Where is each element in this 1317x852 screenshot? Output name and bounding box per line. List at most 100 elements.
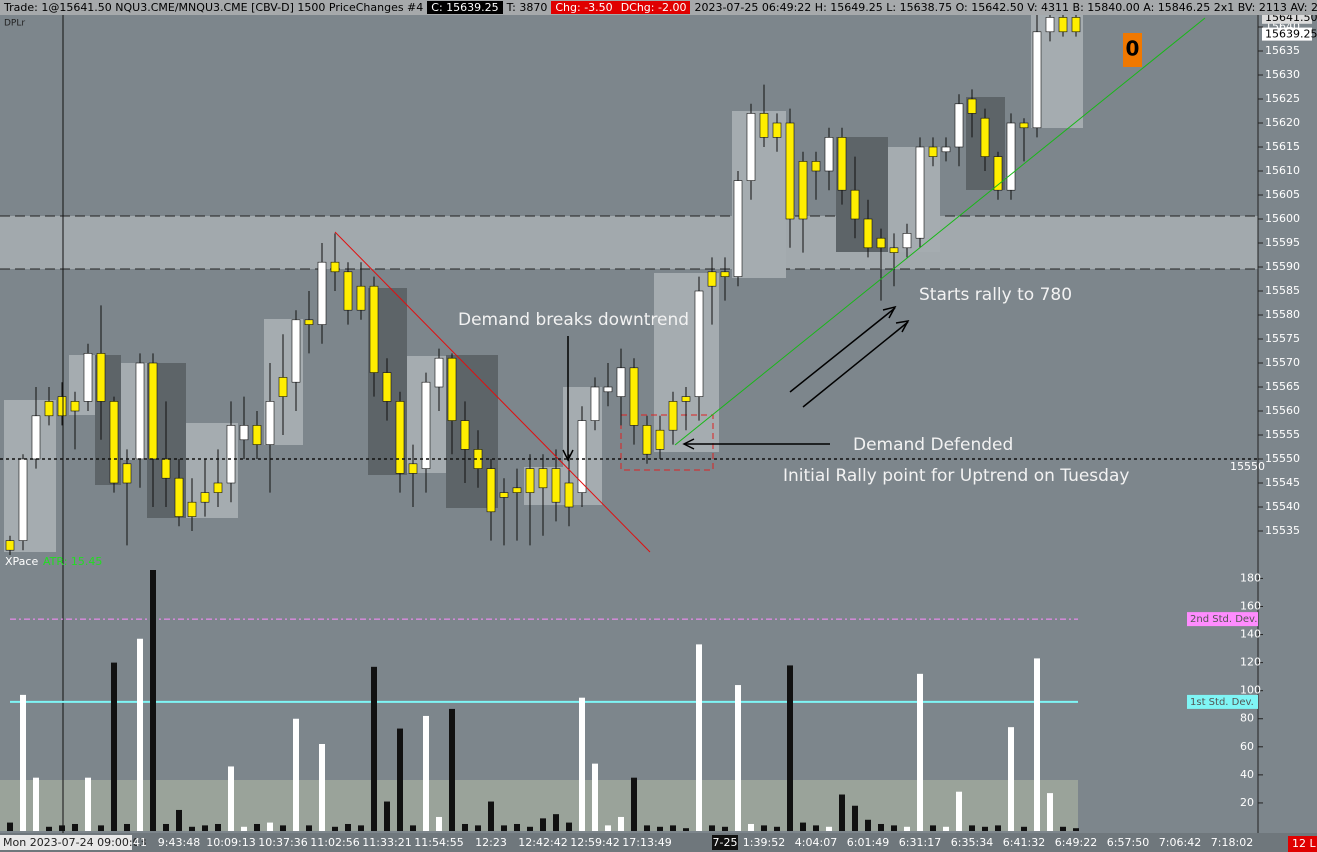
volume-bar: [930, 825, 936, 831]
candle-body: [31, 415, 41, 460]
study-label: DPLr: [4, 19, 25, 29]
y-tick-label: 15625: [1265, 92, 1300, 105]
volume-bar: [267, 822, 273, 831]
candle-body: [304, 319, 314, 325]
arrows: [562, 305, 910, 462]
y-tick-label: 15565: [1265, 380, 1300, 393]
x-tick-label: 6:35:34: [951, 836, 993, 849]
demand-box: [620, 414, 714, 471]
candle-body: [850, 189, 860, 220]
candle-body: [837, 137, 847, 191]
y-tick-label: 60: [1240, 740, 1254, 753]
volume-bar: [293, 718, 299, 831]
y-tick-label: 80: [1240, 712, 1254, 725]
candle-body: [928, 146, 938, 157]
candle-body: [915, 146, 925, 239]
volume-bar: [891, 825, 897, 831]
candle-body: [1058, 17, 1068, 33]
x-tick-label: 11:54:55: [414, 836, 463, 849]
std-dev-label: 2nd Std. Dev.: [1190, 614, 1257, 625]
volume-bar: [618, 816, 624, 831]
annotation: Initial Rally point for Uptrend on Tuesd…: [783, 466, 1129, 486]
candle-body: [18, 458, 28, 541]
y-tick-label: 15580: [1265, 308, 1300, 321]
x-tick-label: 6:31:17: [899, 836, 941, 849]
volume-bar: [982, 826, 988, 831]
candle-body: [291, 319, 301, 383]
candle-body: [941, 146, 951, 153]
y-tick-label: 160: [1240, 599, 1261, 612]
x-tick-label: 12:59:42: [570, 836, 619, 849]
candle-body: [57, 396, 67, 417]
candle-body: [499, 492, 509, 498]
candle-body: [954, 103, 964, 148]
volume-bar: [800, 822, 806, 831]
candle-body: [902, 233, 912, 249]
y-tick-label: 15590: [1265, 260, 1300, 273]
x-tick-label: Mon 2023-07-24 09:00:03: [3, 836, 147, 849]
volume-bar: [33, 777, 39, 831]
volume-bar: [787, 665, 793, 831]
header-field: Trade: 1@15641.50 NQU3.CME/MNQU3.CME [CB…: [4, 1, 424, 14]
candle-body: [642, 425, 652, 455]
candle-body: [369, 285, 379, 373]
volume-bar: [683, 828, 689, 831]
candle-body: [356, 285, 366, 311]
y-tick-label: 40: [1240, 768, 1254, 781]
volume-bar: [865, 819, 871, 831]
y-tick-label: 100: [1240, 684, 1261, 697]
volume-bar: [137, 638, 143, 831]
volume-bar: [1021, 826, 1027, 831]
corner-box: [1288, 836, 1317, 852]
candle-body: [200, 492, 210, 503]
x-tick-label: 6:49:22: [1055, 836, 1097, 849]
candle-body: [213, 482, 223, 493]
y-tick-label: 180: [1240, 571, 1261, 584]
y-tick-label: 140: [1240, 628, 1261, 641]
volume-bar: [332, 826, 338, 831]
volume-bar: [904, 826, 910, 831]
volume-bar: [774, 826, 780, 831]
zone-band: [0, 216, 1258, 269]
volume-bar: [462, 823, 468, 831]
volume-bar: [878, 823, 884, 831]
candle-body: [824, 137, 834, 172]
header-field: 2023-07-25 06:49:22 H: 15649.25 L: 15638…: [694, 1, 1317, 14]
candle-body: [5, 540, 15, 551]
candle-body: [187, 501, 197, 517]
volume-bar: [150, 570, 156, 831]
downtrend-line: [334, 231, 651, 553]
candle-body: [1045, 17, 1055, 33]
candle-body: [252, 425, 262, 445]
candle-body: [564, 482, 574, 508]
volume-bar: [527, 826, 533, 831]
volume-bar: [943, 826, 949, 831]
candle-body: [83, 353, 93, 402]
x-tick-label: 1:39:52: [743, 836, 785, 849]
volume-bar: [657, 826, 663, 831]
counter: 0: [1126, 37, 1140, 61]
date-break-box: [712, 835, 738, 850]
candle-body: [720, 271, 730, 277]
volume-bar: [488, 801, 494, 831]
volume-bar: [579, 697, 585, 831]
generated: 1553515540155451555015555155601556515570…: [0, 11, 1317, 852]
candle-body: [421, 381, 431, 469]
y-tick-label: 15575: [1265, 332, 1300, 345]
candle-body: [746, 113, 756, 181]
volume-bar: [410, 825, 416, 831]
candle-body: [785, 122, 795, 220]
volume-bar: [163, 823, 169, 831]
volume-bar: [501, 825, 507, 831]
volume-bar: [969, 825, 975, 831]
volume-bar: [995, 825, 1001, 831]
candle-body: [707, 271, 717, 287]
price-marker-label: 15639.25: [1265, 28, 1317, 41]
candle-body: [161, 458, 171, 479]
std-dev-label: 1st Std. Dev.: [1190, 697, 1254, 708]
volume-bar: [215, 823, 221, 831]
x-tick-label: 11:02:56: [310, 836, 359, 849]
volume-bar: [826, 826, 832, 831]
candle-body: [434, 357, 444, 388]
